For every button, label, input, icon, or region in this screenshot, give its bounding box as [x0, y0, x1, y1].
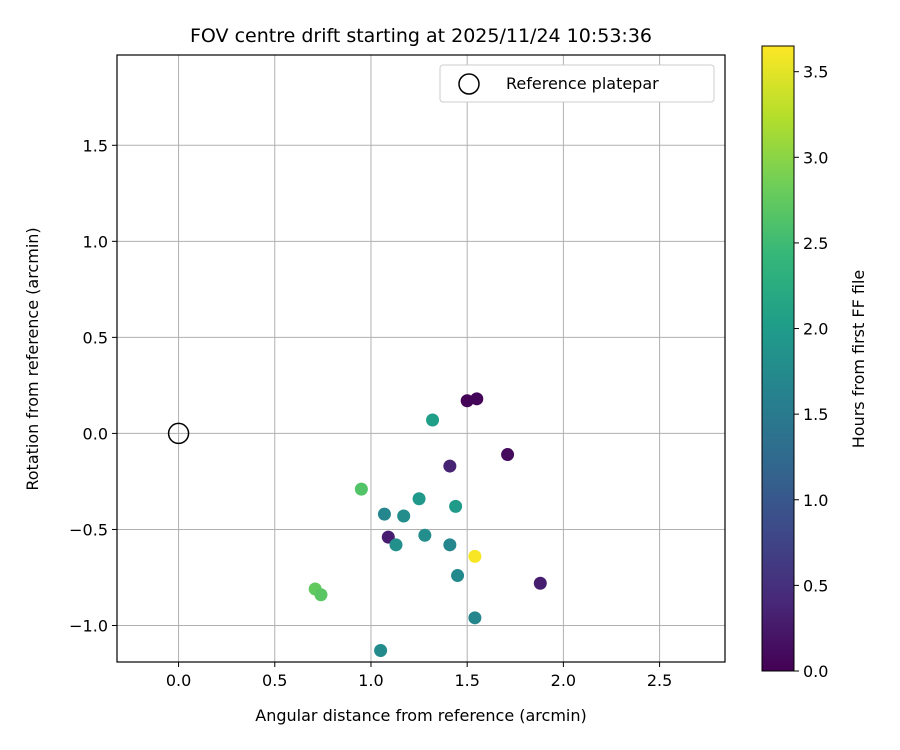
x-tick-label: 1.0	[358, 671, 383, 690]
legend-box	[439, 64, 715, 103]
colorbar-gradient	[761, 45, 795, 672]
y-tick-label: 0.0	[83, 424, 108, 443]
y-tick-label: 0.5	[83, 328, 108, 347]
legend-open-circle-icon	[458, 73, 480, 95]
colorbar-tick-label: 2.5	[803, 234, 828, 253]
y-tick-label: −1.0	[69, 617, 108, 636]
data-point	[468, 611, 482, 625]
data-point	[377, 507, 391, 521]
colorbar-label: Hours from first FF file	[849, 270, 868, 449]
plot-area: 0.0 0.5 1.0 1.5 2.0 2.5 −1.0 −0.5 0.0 0.5 1.0 1.5	[69, 54, 726, 690]
colorbar-tick-label: 1.0	[803, 491, 828, 510]
x-tick-label: 1.5	[454, 671, 479, 690]
data-point	[501, 448, 515, 462]
y-axis-label: Rotation from reference (arcmin)	[23, 227, 42, 490]
colorbar-tick-label: 0.0	[803, 662, 828, 681]
legend: Reference platepar	[439, 64, 715, 103]
x-axis-label: Angular distance from reference (arcmin)	[255, 706, 586, 725]
data-point	[314, 588, 328, 602]
data-point	[389, 538, 403, 552]
data-point	[397, 509, 411, 523]
data-point	[468, 549, 482, 563]
colorbar-tick-label: 2.0	[803, 320, 828, 339]
y-tick-label: −0.5	[69, 520, 108, 539]
reference-point	[167, 422, 190, 445]
data-point	[426, 413, 440, 427]
y-tick-label: 1.5	[83, 136, 108, 155]
chart-title: FOV centre drift starting at 2025/11/24 …	[190, 25, 652, 47]
data-point	[443, 459, 457, 473]
colorbar-tick-label: 3.5	[803, 63, 828, 82]
data-point	[412, 492, 426, 506]
data-point	[460, 394, 474, 408]
colorbar: 0.0 0.5 1.0 1.5 2.0 2.5 3.0 3.5 Hours from firs…	[761, 45, 868, 681]
colorbar-tick-label: 3.0	[803, 148, 828, 167]
y-tick-label: 1.0	[83, 232, 108, 251]
colorbar-tick-label: 1.5	[803, 405, 828, 424]
data-point	[533, 576, 547, 590]
colorbar-ticks: 0.0 0.5 1.0 1.5 2.0 2.5 3.0 3.5	[794, 63, 828, 681]
x-tick-label: 0.5	[262, 671, 287, 690]
x-tick-label: 2.5	[647, 671, 672, 690]
data-point	[354, 482, 368, 496]
data-point	[451, 569, 465, 583]
data-point	[374, 643, 388, 657]
x-tick-label: 2.0	[551, 671, 576, 690]
data-point	[443, 538, 457, 552]
axes-frame	[116, 54, 726, 663]
legend-label: Reference platepar	[506, 74, 659, 93]
data-point	[449, 499, 463, 513]
x-tick-label: 0.0	[166, 671, 191, 690]
colorbar-tick-label: 0.5	[803, 576, 828, 595]
data-point	[418, 528, 432, 542]
data-point	[470, 392, 484, 406]
